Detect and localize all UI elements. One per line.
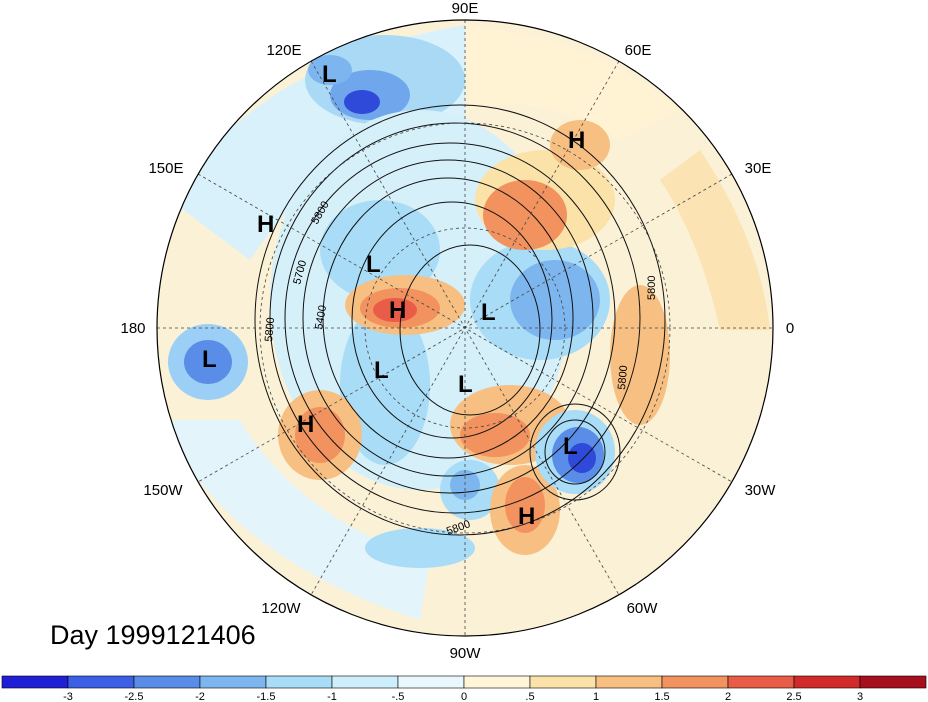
colorbar-tick-label: 2 bbox=[725, 691, 731, 702]
graticule bbox=[157, 20, 773, 636]
pressure-center: L bbox=[202, 346, 217, 373]
colorbar-tick-label: .5 bbox=[525, 691, 534, 702]
lon-label-180: 180 bbox=[120, 320, 145, 337]
pressure-center: L bbox=[458, 371, 473, 398]
lon-label-120e: 120E bbox=[266, 42, 301, 59]
colorbar-swatch bbox=[859, 675, 927, 689]
colorbar-tick-label: 2.5 bbox=[786, 691, 801, 702]
lon-label-0: 0 bbox=[786, 320, 794, 337]
colorbar-swatch bbox=[199, 675, 267, 689]
colorbar-tick-label: -2 bbox=[195, 691, 205, 702]
colorbar-swatch bbox=[133, 675, 201, 689]
pressure-center: H bbox=[257, 211, 274, 238]
colorbar-swatch bbox=[727, 675, 795, 689]
height-contours bbox=[254, 104, 666, 536]
lon-label-30w: 30W bbox=[745, 482, 777, 499]
longitude-labels: 90E 60E 30E 0 30W 60W 90W 120W 150W 180 … bbox=[120, 0, 794, 662]
pressure-center: L bbox=[563, 433, 578, 460]
lon-label-150w: 150W bbox=[143, 482, 183, 499]
pressure-center: L bbox=[481, 299, 496, 326]
contour-label: 5800 bbox=[616, 365, 630, 390]
lon-label-60e: 60E bbox=[625, 42, 652, 59]
contour-labels: 5800 5700 5800 5400 5800 5800 5800 bbox=[263, 199, 658, 538]
colorbar-swatch bbox=[1, 675, 69, 689]
colorbar-swatch bbox=[397, 675, 465, 689]
colorbar-tick-label: 1 bbox=[593, 691, 599, 702]
colorbar-swatch bbox=[463, 675, 531, 689]
pressure-center: L bbox=[366, 251, 381, 278]
colorbar-tick-label: -.5 bbox=[392, 691, 405, 702]
colorbar-swatch bbox=[595, 675, 663, 689]
contour-label: 5400 bbox=[313, 304, 329, 330]
colorbar-tick-label: 3 bbox=[857, 691, 863, 702]
pressure-center: L bbox=[322, 61, 337, 88]
pressure-center: H bbox=[568, 127, 585, 154]
colorbar-swatch bbox=[265, 675, 333, 689]
contour-label: 5800 bbox=[263, 317, 277, 342]
lon-label-90e: 90E bbox=[452, 0, 479, 17]
pressure-centers: L H H L H L L L L H L H bbox=[202, 61, 585, 530]
colorbar-tick-label: -1.5 bbox=[257, 691, 276, 702]
lon-label-90w: 90W bbox=[450, 645, 482, 662]
colorbar-swatch bbox=[661, 675, 729, 689]
anomaly-field bbox=[160, 25, 770, 620]
colorbar-tick-label: -2.5 bbox=[125, 691, 144, 702]
colorbar-tick-label: 0 bbox=[461, 691, 467, 702]
pressure-center: H bbox=[389, 297, 406, 324]
colorbar-swatch bbox=[793, 675, 861, 689]
pressure-center: H bbox=[518, 503, 535, 530]
pressure-center: H bbox=[297, 411, 314, 438]
pressure-center: L bbox=[374, 357, 389, 384]
colorbar: -3 -2.5 -2 -1.5 -1 -.5 0 .5 1 1.5 2 2.5 3 bbox=[1, 675, 927, 702]
colorbar-tick-label: 1.5 bbox=[654, 691, 669, 702]
colorbar-swatch bbox=[529, 675, 597, 689]
colorbar-swatch bbox=[331, 675, 399, 689]
lon-label-120w: 120W bbox=[261, 600, 301, 617]
contour-label: 5800 bbox=[646, 276, 658, 300]
lon-label-60w: 60W bbox=[627, 600, 659, 617]
colorbar-tick-label: -3 bbox=[63, 691, 73, 702]
map-title: Day 1999121406 bbox=[50, 620, 256, 650]
lon-label-30e: 30E bbox=[745, 160, 772, 177]
lon-label-150e: 150E bbox=[148, 160, 183, 177]
colorbar-swatch bbox=[67, 675, 135, 689]
colorbar-tick-label: -1 bbox=[327, 691, 337, 702]
